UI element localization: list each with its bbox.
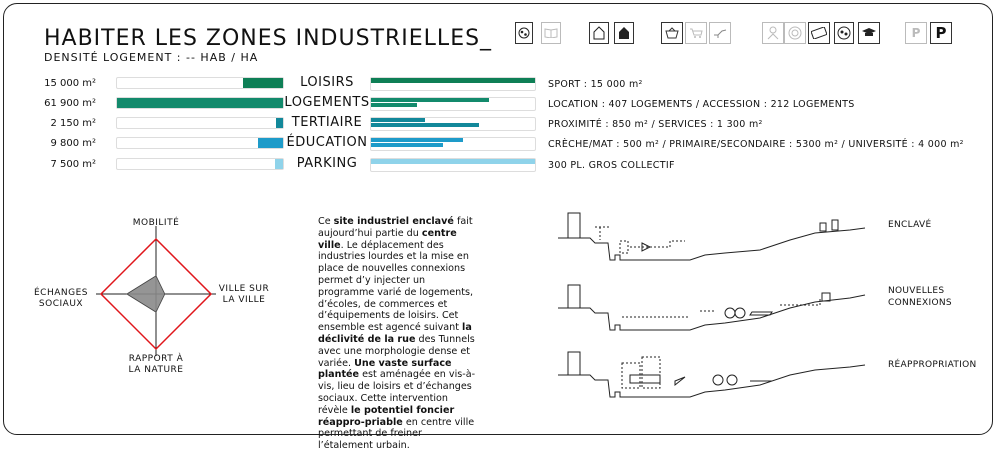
desc-text: est aménagée en vis-à-vis, lieu de loisi… <box>318 369 476 416</box>
desc-bold: centre ville <box>318 227 457 251</box>
area-bar <box>274 159 283 169</box>
detail-bar <box>371 143 444 147</box>
row-category: PARKING <box>296 156 358 171</box>
area-bar-track <box>116 77 284 89</box>
row-detail: PROXIMITÉ : 850 m² / SERVICES : 1 300 m² <box>548 119 763 130</box>
section-label-connexions: NOUVELLES CONNEXIONS <box>888 285 952 309</box>
section-enclave <box>558 212 866 261</box>
row-detail: SPORT : 15 000 m² <box>548 79 643 90</box>
detail-bar-track <box>370 77 536 91</box>
detail-bar <box>371 118 426 122</box>
radar-label-bottom-2: LA NATURE <box>128 365 184 375</box>
row-detail: 300 PL. GROS COLLECTIF <box>548 160 675 171</box>
detail-bar <box>371 98 490 102</box>
basket-icon <box>661 22 683 44</box>
soccer-ball-icon <box>515 22 533 44</box>
radar-label-echanges: ÉCHANGES SOCIAUX <box>28 288 94 310</box>
target-icon <box>784 22 806 44</box>
detail-bar-track <box>370 137 536 151</box>
desc-text: Ce <box>318 216 334 227</box>
section-label-reappropriation: RÉAPPROPRIATION <box>888 360 977 370</box>
detail-bar-track <box>370 117 536 131</box>
baby-icon <box>762 22 784 44</box>
area-bar <box>243 78 283 88</box>
desc-text: . Le déplacement des industries lourdes … <box>318 239 474 334</box>
detail-bar <box>371 103 417 107</box>
desc-text: fait aujourd’hui partie du <box>318 216 473 239</box>
section-label-connexions-1: NOUVELLES <box>888 286 945 296</box>
radar-label-left-2: SOCIAUX <box>38 299 84 309</box>
house-filled-icon <box>614 22 634 44</box>
desc-bold: site industriel enclavé <box>333 216 454 227</box>
row-area: 2 150 m² <box>50 118 96 129</box>
section-label-enclave: ENCLAVÉ <box>888 220 932 230</box>
radar-label-right-2: LA VILLE <box>222 295 266 305</box>
row-category: TERTIAIRE <box>291 115 363 130</box>
desc-bold: la déclivité de la rue <box>318 322 472 345</box>
area-bar-track <box>116 158 284 170</box>
project-description: Ce site industriel enclavé fait aujourd’… <box>318 216 476 452</box>
terrain-sections-svg <box>558 212 866 398</box>
radar-label-right-1: VILLE SUR <box>218 284 270 294</box>
row-category: ÉDUCATION <box>286 135 368 150</box>
row-category: LOGEMENTS <box>284 95 370 110</box>
area-bar <box>258 138 283 148</box>
detail-bar <box>371 78 535 83</box>
detail-bar <box>371 159 535 164</box>
row-area: 7 500 m² <box>50 159 96 170</box>
area-bar-track <box>116 117 284 129</box>
cart-icon <box>685 22 707 44</box>
radar-label-nature: RAPPORT À LA NATURE <box>118 354 194 376</box>
parking-light-icon: P <box>905 22 927 44</box>
graduation-cap-icon <box>858 22 880 44</box>
area-bar-track <box>116 97 284 109</box>
page-title: HABITER LES ZONES INDUSTRIELLES_ <box>44 26 493 51</box>
desc-bold: le potentiel foncier réappro-priable <box>318 404 455 428</box>
row-area: 9 800 m² <box>50 138 96 149</box>
radar-value-shape <box>126 275 166 313</box>
hand-icon <box>709 22 731 44</box>
ticket-icon <box>808 22 830 44</box>
row-area: 15 000 m² <box>44 78 96 89</box>
detail-bar-track <box>370 158 536 172</box>
row-detail: CRÈCHE/MAT : 500 m² / PRIMAIRE/SECONDAIR… <box>548 139 964 150</box>
row-area: 61 900 m² <box>44 98 96 109</box>
density-subtitle: DENSITÉ LOGEMENT : -- HAB / HA <box>44 51 259 64</box>
radar-label-ville: VILLE SUR LA VILLE <box>214 284 274 306</box>
radar-label-bottom-1: RAPPORT À <box>128 354 184 364</box>
section-nouvelles-connexions <box>558 284 866 331</box>
row-category: LOISIRS <box>300 75 354 90</box>
parking-light-letter: P <box>911 26 921 40</box>
section-label-connexions-2: CONNEXIONS <box>888 298 952 308</box>
panel-frame <box>3 3 993 435</box>
detail-bar-track <box>370 97 536 111</box>
kids-icon <box>834 22 854 44</box>
row-detail: LOCATION : 407 LOGEMENTS / ACCESSION : 2… <box>548 99 855 110</box>
section-reappropriation <box>558 351 866 398</box>
desc-bold: Une vaste surface plantée <box>318 357 452 381</box>
radar-label-mobilite: MOBILITÉ <box>132 218 180 228</box>
area-bar <box>276 118 283 128</box>
detail-bar <box>371 138 463 142</box>
desc-text: des Tunnels avec une morphologie dense e… <box>318 333 475 369</box>
house-outline-icon <box>589 22 609 44</box>
book-icon <box>541 22 561 44</box>
area-bar-track <box>116 137 284 149</box>
parking-letter: P <box>935 24 947 42</box>
detail-bar <box>371 123 480 127</box>
area-bar <box>117 98 283 108</box>
radar-outline <box>99 237 213 351</box>
radar-label-left-1: ÉCHANGES <box>33 288 88 298</box>
radar-svg <box>96 226 216 356</box>
parking-icon: P <box>930 22 952 44</box>
